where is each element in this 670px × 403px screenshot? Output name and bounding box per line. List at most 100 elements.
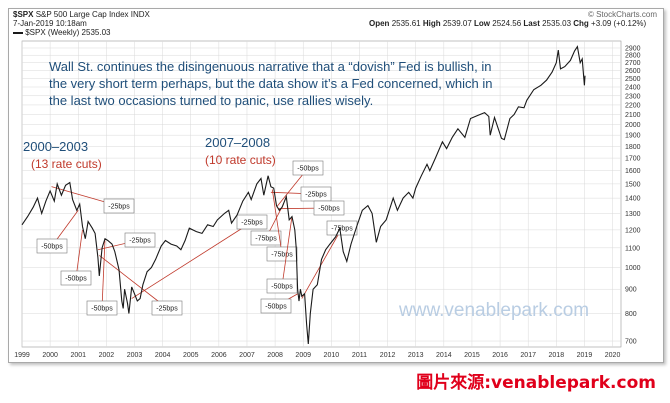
y-tick-label: 1300: [625, 211, 641, 218]
callout-box: [103, 198, 135, 214]
callout-leader-line: [301, 227, 343, 299]
x-tick-label: 2015: [464, 352, 480, 359]
price-series-line: [21, 45, 586, 345]
x-tick-label: 2007: [239, 352, 255, 359]
callout-box: [313, 200, 345, 216]
ticker-symbol: $SPX: [13, 10, 34, 19]
commentary-line: the very short term perhaps, but the dat…: [49, 76, 492, 91]
period-annotations: 2000–2003 (13 rate cuts) 2007–2008 (10 rate…: [23, 135, 276, 171]
callout-label: -25bps: [129, 238, 151, 245]
callout-label: -25bps: [305, 192, 327, 199]
low-label: Low: [474, 19, 491, 28]
last-label: Last: [523, 19, 540, 28]
x-tick-label: 2000: [42, 352, 58, 359]
commentary-line: the last two occasions turned to panic, …: [49, 93, 373, 108]
x-tick-label: 2010: [324, 352, 340, 359]
y-axis: 700 800 900 1000 1100 1200 1300 1400 1500 1600 170…: [625, 45, 641, 345]
chg-value: +3.09 (+0.12%): [591, 19, 647, 28]
high-label: High: [422, 19, 441, 28]
open-label: Open: [369, 19, 390, 28]
y-tick-label: 2300: [625, 93, 641, 100]
x-tick-label: 2013: [408, 352, 424, 359]
callout-label: -50bps: [297, 166, 319, 173]
callout-label: -25bps: [156, 306, 178, 313]
callout-box: [292, 160, 324, 176]
x-tick-label: 2014: [436, 352, 452, 359]
chart-date: 7-Jan-2019 10:18am: [13, 19, 87, 28]
x-tick-label: 2020: [605, 352, 621, 359]
x-tick-label: 1999: [14, 352, 30, 359]
x-tick-label: 2012: [380, 352, 396, 359]
x-axis: 1999 2000 2001 2002 2003 2004 2005 2006 2007 2008…: [14, 352, 620, 359]
y-tick-label: 800: [625, 311, 637, 318]
high-value: 2539.07: [442, 19, 472, 28]
y-tick-label: 2500: [625, 76, 641, 83]
x-tick-label: 2006: [211, 352, 227, 359]
period-annotation: (13 rate cuts): [31, 157, 102, 171]
period-annotation: 2000–2003: [23, 139, 88, 154]
y-tick-label: 2100: [625, 112, 641, 119]
exchange-code: INDX: [130, 10, 150, 19]
x-tick-label: 2001: [70, 352, 86, 359]
callout-box: [266, 246, 298, 262]
y-tick-label: 2000: [625, 122, 641, 129]
callout-box: [236, 214, 268, 230]
y-tick-label: 2200: [625, 102, 641, 109]
y-tick-label: 1400: [625, 196, 641, 203]
callout-label: -75bps: [271, 252, 293, 259]
x-tick-label: 2003: [127, 352, 143, 359]
callout-label: -50bps: [265, 304, 287, 311]
y-tick-label: 700: [625, 339, 637, 346]
callout-label: -50bps: [318, 206, 340, 213]
chart-frame: $SPX S&P 500 Large Cap Index INDX 7-Jan-…: [8, 8, 664, 363]
spx-line-chart: www.venablepark.com Wall St. continues t…: [14, 40, 641, 359]
y-tick-label: 1700: [625, 156, 641, 163]
callout-leader-line: [75, 229, 83, 279]
open-value: 2535.61: [391, 19, 421, 28]
y-tick-label: 2400: [625, 85, 641, 92]
chart-header-left: $SPX S&P 500 Large Cap Index INDX: [13, 10, 150, 19]
x-tick-label: 2008: [267, 352, 283, 359]
callout-box: [86, 300, 118, 316]
y-tick-label: 1100: [625, 245, 640, 252]
callout-label: -50bps: [91, 306, 113, 313]
callout-label: -25bps: [108, 204, 130, 211]
y-tick-label: 1800: [625, 144, 641, 151]
y-tick-label: 2800: [625, 53, 641, 60]
callout-leader-line: [131, 221, 253, 299]
callout-label: -50bps: [271, 284, 293, 291]
y-tick-label: 1600: [625, 168, 641, 175]
x-tick-label: 2005: [183, 352, 199, 359]
callout-box: [250, 230, 282, 246]
y-tick-label: 1200: [625, 227, 641, 234]
period-annotation: 2007–2008: [205, 135, 270, 150]
legend-swatch: [13, 31, 23, 34]
callout-box: [260, 298, 292, 314]
x-tick-label: 2017: [520, 352, 536, 359]
callout-leader-line: [99, 255, 168, 309]
image-source-caption: 圖片來源:venablepark.com: [416, 373, 656, 393]
x-tick-label: 2004: [155, 352, 171, 359]
y-tick-label: 1000: [625, 265, 641, 272]
low-value: 2524.56: [492, 19, 522, 28]
callout-leader-line: [101, 240, 106, 309]
callout-box: [36, 238, 68, 254]
callout-label: -25bps: [241, 220, 263, 227]
y-tick-label: 1900: [625, 133, 641, 140]
x-tick-label: 2016: [492, 352, 508, 359]
watermark-text: www.venablepark.com: [398, 300, 589, 321]
quote-summary: Open 2535.61 High 2539.07 Low 2524.56 La…: [369, 19, 646, 28]
commentary-line: Wall St. continues the disingenuous narr…: [49, 59, 491, 74]
period-annotation: (10 rate cuts): [205, 153, 276, 167]
stockcharts-credit: © StockCharts.com: [587, 10, 657, 19]
callout-label: -75bps: [331, 226, 353, 233]
callout-box: [124, 232, 156, 248]
x-tick-label: 2019: [577, 352, 593, 359]
x-tick-label: 2011: [352, 352, 367, 359]
callout-label: -50bps: [65, 276, 87, 283]
callout-label: -75bps: [255, 236, 277, 243]
callout-box: [326, 220, 358, 236]
legend-label: $SPX (Weekly) 2535.03: [25, 28, 111, 37]
series-legend: $SPX (Weekly) 2535.03: [13, 28, 110, 37]
rate-cut-callouts: -25bps -50bps -50bps -25bps -25bps -50bps -25b…: [36, 160, 358, 316]
